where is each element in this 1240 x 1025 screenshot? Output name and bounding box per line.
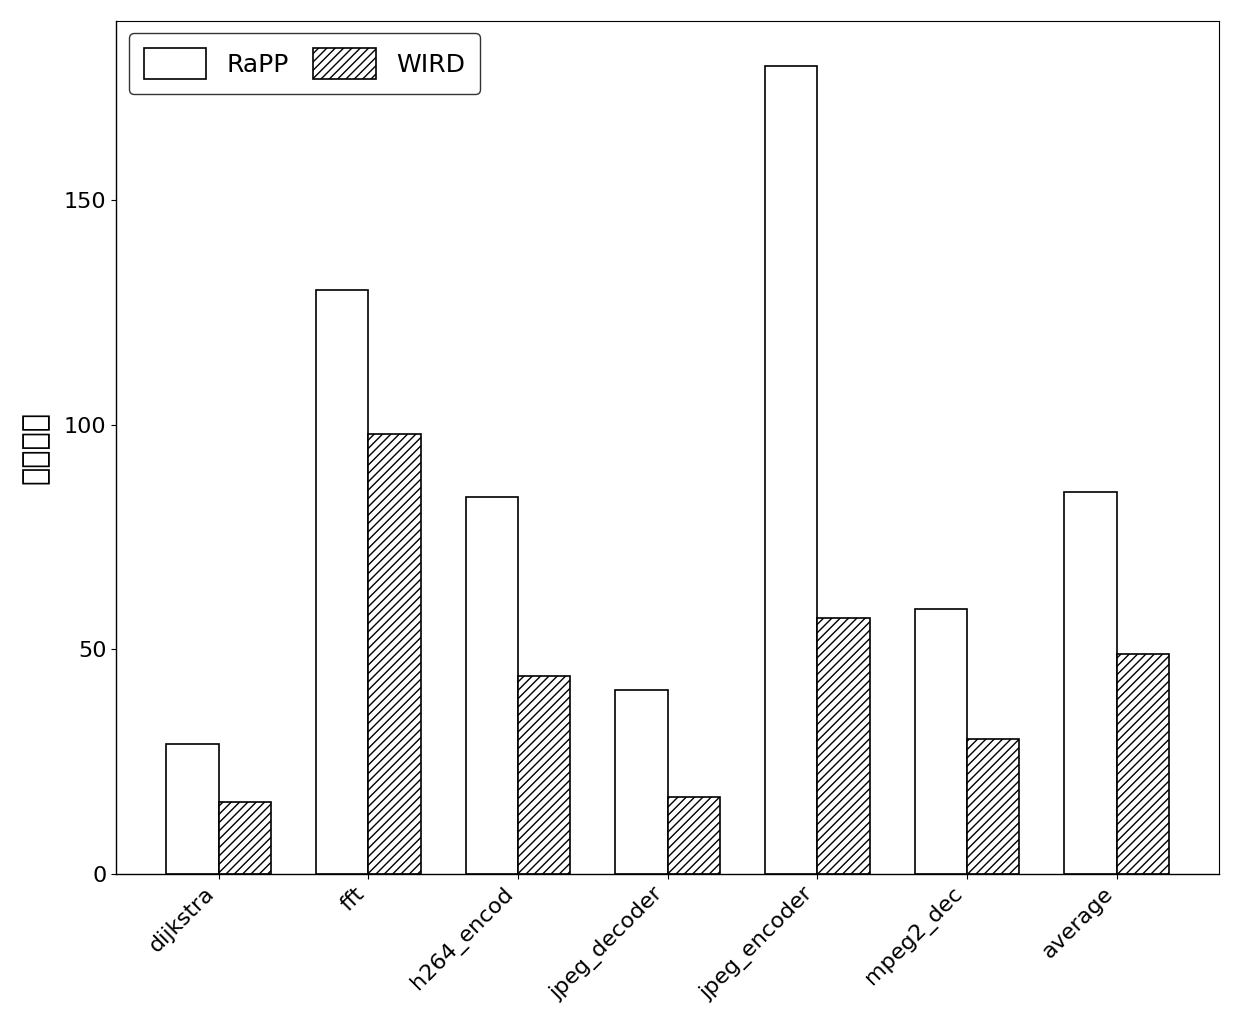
Bar [368, 434, 420, 873]
Bar [218, 802, 272, 873]
Bar [967, 739, 1019, 873]
Y-axis label: 迁移次数: 迁移次数 [21, 411, 50, 484]
Bar [166, 743, 218, 873]
Bar [615, 690, 667, 873]
Bar [915, 609, 967, 873]
Bar [518, 676, 570, 873]
Bar [1117, 654, 1169, 873]
Legend: RaPP, WIRD: RaPP, WIRD [129, 34, 480, 94]
Bar [465, 497, 518, 873]
Bar [765, 66, 817, 873]
Bar [667, 797, 720, 873]
Bar [316, 290, 368, 873]
Bar [817, 618, 869, 873]
Bar [1064, 492, 1117, 873]
